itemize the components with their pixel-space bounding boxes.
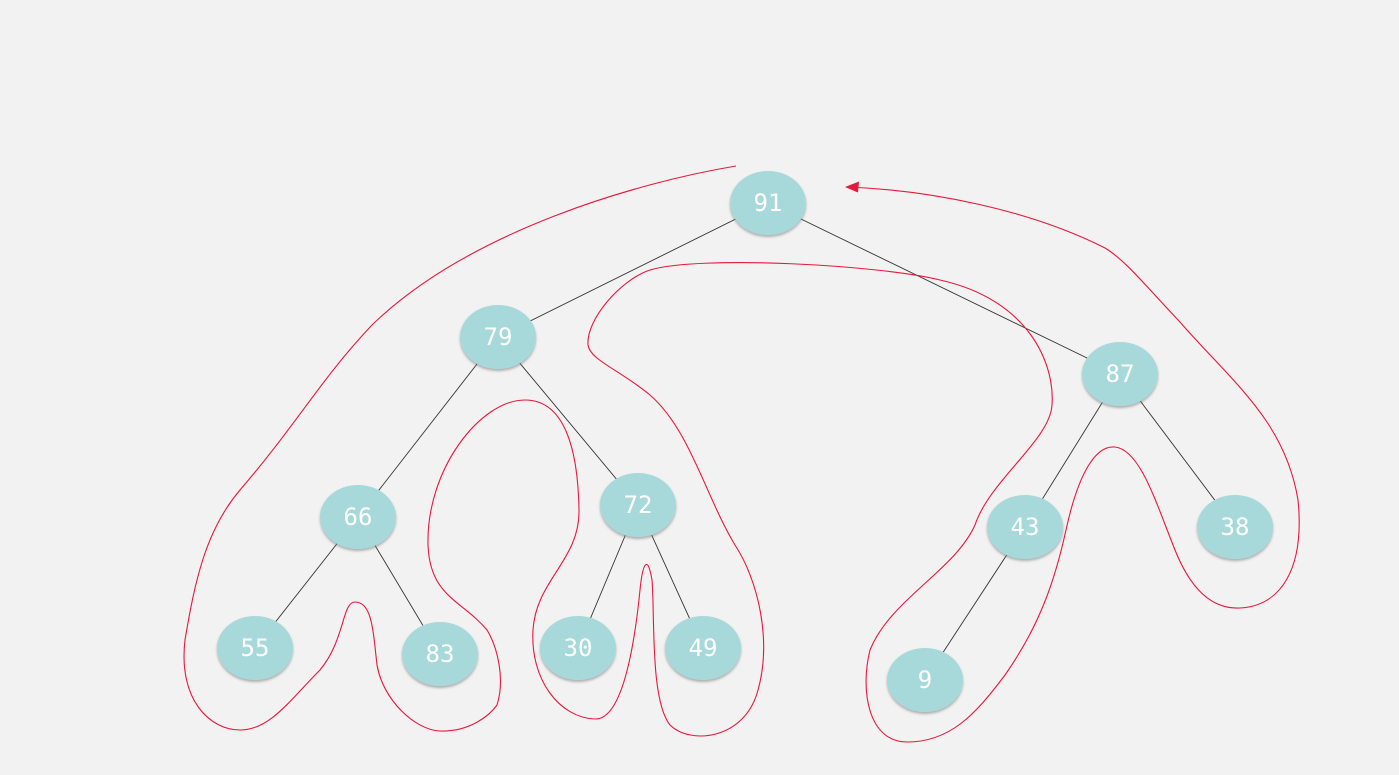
node-circle <box>600 473 676 537</box>
node-circle <box>320 485 396 549</box>
node-label: 43 <box>1011 513 1040 541</box>
node-label: 83 <box>426 640 455 668</box>
node-label: 49 <box>689 634 718 662</box>
node-label: 38 <box>1221 513 1250 541</box>
node-circle <box>987 495 1063 559</box>
edge-91-87 <box>767 202 1121 375</box>
edge-79-66 <box>357 336 499 518</box>
node-circle <box>1082 342 1158 406</box>
tree-nodes: 91 79 87 66 72 43 38 55 83 30 49 9 <box>217 171 1273 712</box>
node-circle <box>217 616 293 680</box>
node-circle <box>1197 495 1273 559</box>
tree-node-30: 30 <box>540 616 616 680</box>
edge-79-72 <box>497 336 639 506</box>
tree-edges <box>254 202 1236 681</box>
node-circle <box>665 616 741 680</box>
traversal-path <box>183 165 1300 743</box>
tree-node-72: 72 <box>600 473 676 537</box>
tree-node-49: 49 <box>665 616 741 680</box>
node-label: 91 <box>754 189 783 217</box>
traversal-arrowhead <box>845 181 859 193</box>
node-label: 30 <box>564 634 593 662</box>
tree-node-87: 87 <box>1082 342 1158 406</box>
node-label: 9 <box>918 666 932 694</box>
tree-node-43: 43 <box>987 495 1063 559</box>
node-label: 72 <box>624 491 653 519</box>
tree-node-79: 79 <box>460 305 536 369</box>
tree-node-9: 9 <box>887 648 963 712</box>
tree-node-66: 66 <box>320 485 396 549</box>
edge-91-79 <box>497 202 769 338</box>
node-circle <box>540 616 616 680</box>
node-label: 66 <box>344 503 373 531</box>
node-circle <box>460 305 536 369</box>
tree-node-38: 38 <box>1197 495 1273 559</box>
node-circle <box>730 171 806 235</box>
tree-node-55: 55 <box>217 616 293 680</box>
node-label: 87 <box>1106 360 1135 388</box>
node-circle <box>887 648 963 712</box>
tree-node-83: 83 <box>402 622 478 686</box>
node-label: 55 <box>241 634 270 662</box>
node-circle <box>402 622 478 686</box>
tree-node-91: 91 <box>730 171 806 235</box>
node-label: 79 <box>484 323 513 351</box>
